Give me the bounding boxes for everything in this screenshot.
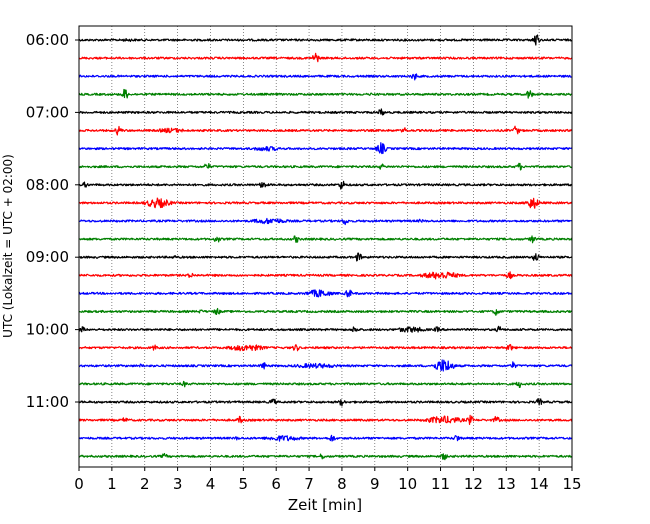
seismogram-trace [78,289,573,298]
seismogram-trace [78,52,573,63]
trace-group [78,34,573,461]
x-tick-label: 2 [140,475,150,493]
seismogram-trace [78,380,573,389]
x-tick-label: 9 [370,475,380,493]
y-axis-ticks: 06:00 07:00 08:00 09:00 10:00 11:00 [26,31,79,411]
seismogram-trace [78,343,573,352]
seismogram-trace [78,307,573,316]
seismogram-trace [78,125,573,136]
seismogram-trace [78,217,573,226]
x-tick-label: 0 [74,475,84,493]
plot-frame [78,25,573,468]
seismogram-trace [78,434,573,442]
seismogram-trace [78,197,573,209]
x-tick-label: 13 [497,475,516,493]
seismogram-trace [78,73,573,81]
seismogram-trace [78,414,573,426]
x-tick-label: 3 [173,475,183,493]
seismogram-trace [78,271,573,280]
seismogram-trace [78,252,573,262]
x-axis-label: Zeit [min] [288,496,362,514]
x-tick-label: 11 [431,475,450,493]
seismogram-trace [78,180,573,190]
x-tick-label: 4 [206,475,216,493]
y-tick-label: 11:00 [26,393,69,411]
seismogram-trace [78,397,573,407]
seismogram-trace [78,325,573,333]
y-tick-label: 09:00 [26,248,69,266]
x-tick-label: 7 [304,475,314,493]
seismogram-trace [78,142,573,155]
seismogram-trace [78,108,573,116]
y-tick-label: 08:00 [26,176,69,194]
seismogram-trace [78,452,573,461]
seismogram-trace [78,235,573,244]
seismogram-trace [78,88,573,99]
seismogram-trace [78,162,573,171]
x-tick-label: 8 [337,475,347,493]
x-tick-label: 10 [398,475,417,493]
seismogram-trace [78,359,573,372]
x-axis-ticks: 0 1 2 3 4 5 6 7 8 9 10 11 12 13 14 15 [74,467,582,493]
y-tick-label: 10:00 [26,321,69,339]
y-tick-label: 07:00 [26,103,69,121]
y-tick-label: 06:00 [26,31,69,49]
x-tick-label: 6 [271,475,281,493]
x-tick-label: 14 [530,475,549,493]
seismogram-trace [78,34,573,46]
x-tick-label: 1 [107,475,117,493]
x-tick-label: 12 [464,475,483,493]
x-tick-label: 15 [562,475,581,493]
y-axis-label: UTC (Lokalzeit = UTC + 02:00) [1,154,15,338]
x-tick-label: 5 [239,475,249,493]
